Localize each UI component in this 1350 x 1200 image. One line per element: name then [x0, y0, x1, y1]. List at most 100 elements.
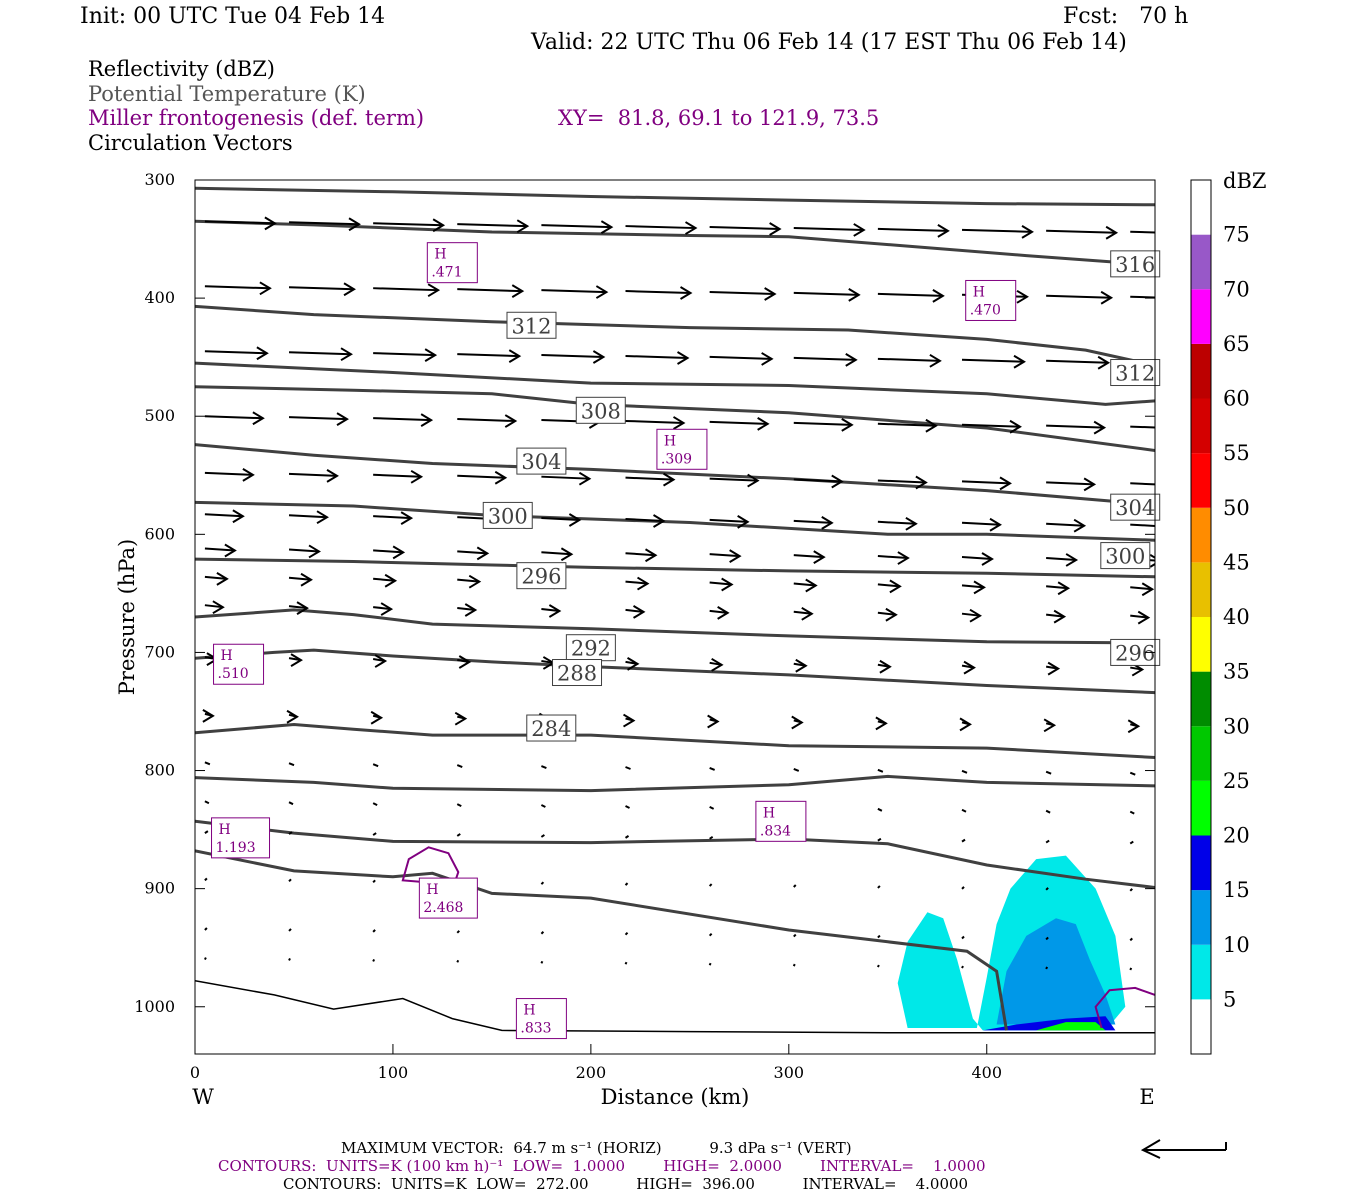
vector-arrowhead [336, 412, 349, 427]
colorbar-swatch [1191, 562, 1211, 617]
vector-arrow [372, 802, 378, 807]
vector-arrowhead [969, 608, 982, 623]
vector-arrow [961, 886, 965, 890]
vector-arrowhead [410, 469, 424, 484]
fronto-max-box [418, 877, 478, 919]
colorbar-swatch [1191, 507, 1211, 563]
vector-arrow [624, 932, 629, 936]
vector-arrow [709, 226, 780, 231]
vector-arrowhead [224, 543, 237, 558]
vector-arrowhead [464, 603, 478, 617]
vector-arrowhead [879, 659, 892, 674]
vector-arrow [288, 958, 291, 961]
vector-arrowhead [1127, 719, 1141, 734]
vector-arrow [1046, 294, 1112, 299]
vector-arrow [373, 473, 422, 478]
vector-arrowhead [981, 552, 994, 566]
vector-arrowhead [685, 221, 698, 235]
vector-arrow [961, 556, 993, 560]
vector-arrow [540, 804, 546, 808]
fronto-max-value: 2.468 [423, 900, 463, 916]
x-axis-label: Distance (km) [601, 1085, 750, 1109]
vector-arrowhead [813, 550, 826, 564]
colorbar: 5 10 15 20 25 30 35 40 45 50 55 60 65 70 75 dBZ [1190, 169, 1266, 1055]
theta-label: 312 [511, 314, 551, 338]
vector-arrow [1045, 936, 1049, 941]
vector-arrow [877, 934, 881, 939]
vector-arrowhead [264, 216, 277, 231]
colorbar-tick-label: 40 [1223, 605, 1250, 629]
vector-arrowhead [853, 223, 866, 237]
theta-label-box [516, 562, 567, 590]
y-tick-label: 400 [144, 288, 175, 307]
theta-label-box [1110, 250, 1161, 278]
vector-arrow [1129, 771, 1136, 776]
vector-arrow [877, 292, 943, 297]
colorbar-tick-label: 10 [1223, 933, 1250, 957]
vector-arrowhead [476, 546, 490, 561]
vector-arrow [709, 581, 732, 586]
colorbar-swatch [1191, 343, 1211, 399]
vector-arrowhead [427, 283, 441, 298]
vector-arrow [204, 761, 211, 766]
colorbar-tick-label: 50 [1223, 496, 1250, 520]
vector-arrowhead [707, 714, 720, 729]
vector-arrow [1129, 888, 1133, 892]
vector-arrow [288, 351, 352, 356]
vector-arrowhead [1168, 479, 1178, 491]
vector-arrow [961, 228, 1033, 233]
vector-arrow [204, 513, 243, 518]
theta-label: 288 [557, 662, 597, 686]
vector-arrow [372, 879, 376, 883]
theta-label-box [1100, 542, 1151, 570]
vector-arrowhead [468, 574, 482, 589]
vector-arrow [204, 800, 210, 805]
vector-arrowhead [905, 516, 918, 531]
legend-theta: Potential Temperature (K) [88, 82, 366, 106]
vector-arrowhead [595, 285, 609, 299]
theta-label: 304 [521, 450, 561, 474]
vector-arrow [1045, 839, 1050, 844]
vector-arrow [540, 881, 545, 885]
x-tick-label: 200 [576, 1063, 607, 1082]
theta-contour-line [195, 722, 1155, 759]
vector-arrow [1046, 424, 1105, 429]
fronto-max-box [755, 800, 807, 842]
colorbar-tick-label: 25 [1223, 769, 1250, 793]
y-tick-label: 500 [144, 406, 175, 425]
vector-arrow [540, 834, 545, 838]
colorbar-tick-label: 35 [1223, 660, 1250, 684]
vector-arrow [709, 553, 740, 558]
vector-arrowhead [925, 418, 938, 433]
y-tick-label: 1000 [134, 997, 175, 1016]
vector-arrow [1046, 481, 1095, 486]
vector-arrowhead [1093, 420, 1107, 435]
vector-arrow [961, 838, 966, 843]
reflectivity-fill [897, 855, 1126, 1031]
x-end-label-east: E [1139, 1085, 1154, 1109]
vector-arrow [625, 290, 691, 295]
theta-label: 296 [1115, 641, 1155, 665]
vector-arrow [204, 604, 224, 609]
colorbar-swatch [1191, 453, 1211, 508]
vector-arrow [541, 289, 607, 294]
theta-contour-note: CONTOURS: UNITS=K LOW= 272.00 HIGH= 396.… [283, 1175, 969, 1193]
vector-arrow [793, 582, 816, 587]
fronto-contour [1094, 986, 1155, 1029]
vector-arrow [1130, 586, 1153, 591]
fronto-max-letter: H [426, 882, 438, 898]
vector-arrow [288, 801, 294, 806]
theta-label: 284 [531, 717, 571, 741]
theta-contour-line [195, 500, 1155, 542]
vector-arrow [709, 477, 758, 482]
theta-contour-line [195, 774, 1155, 793]
vector-arrowhead [633, 605, 646, 619]
vector-arrowhead [1137, 610, 1151, 625]
vector-arrow [1129, 840, 1134, 845]
y-tick-label: 900 [144, 879, 175, 898]
vector-arrowhead [1105, 225, 1119, 240]
colorbar-tick-label: 45 [1223, 550, 1250, 574]
vector-arrowhead [937, 224, 950, 238]
vector-arrow [961, 612, 981, 617]
